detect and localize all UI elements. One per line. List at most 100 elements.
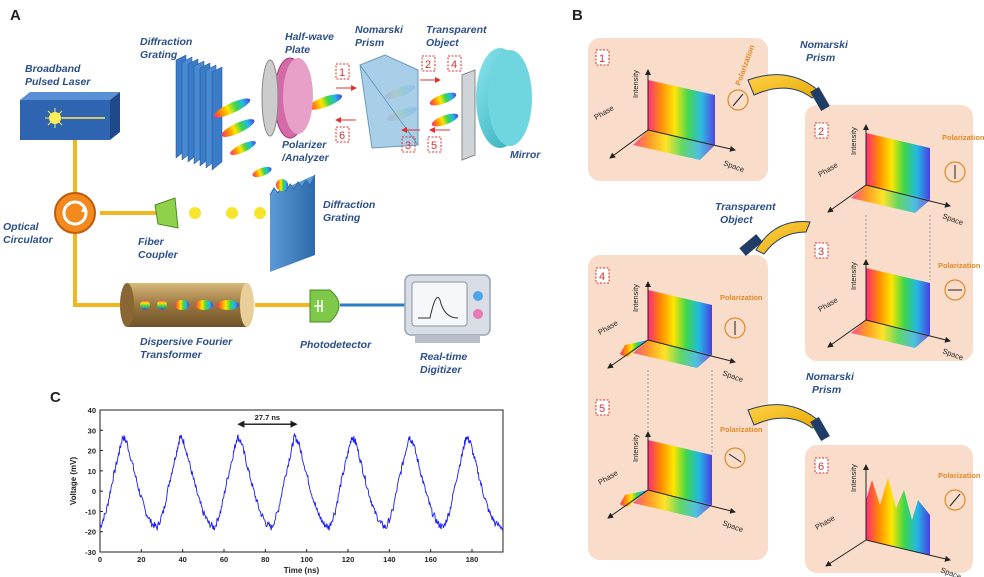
halfwave-label-2: Plate <box>285 44 310 56</box>
svg-text:3: 3 <box>405 140 411 152</box>
x-tick-label: 40 <box>178 555 186 564</box>
fiber-lines <box>73 140 310 307</box>
grating2-label-1: Diffraction <box>323 199 375 211</box>
fiber-coupler <box>154 197 179 229</box>
grating2-label-2: Grating <box>323 212 361 224</box>
coupler-label-2: Coupler <box>138 249 179 261</box>
transparent-object <box>461 69 476 161</box>
b-arrow1-label-1: Nomarski <box>800 39 849 51</box>
b-arrow-nomarski-1 <box>747 74 830 112</box>
x-tick-label: 80 <box>261 555 269 564</box>
svg-text:Intensity: Intensity <box>631 434 640 462</box>
b-arrow3-label-1: Nomarski <box>806 371 855 383</box>
svg-text:Polarization: Polarization <box>720 293 763 302</box>
svg-text:3: 3 <box>818 246 824 258</box>
digitizer-label-1: Real-time <box>420 351 467 363</box>
svg-text:Intensity: Intensity <box>631 70 640 98</box>
b-arrow-transparent <box>739 221 811 256</box>
diffraction-grating-1 <box>175 54 223 171</box>
svg-text:5: 5 <box>431 140 437 152</box>
nomarski-prism <box>359 54 419 149</box>
svg-text:Intensity: Intensity <box>849 127 858 155</box>
b-arrow-nomarski-2 <box>747 404 830 442</box>
svg-text:2: 2 <box>818 126 824 138</box>
x-tick-label: 60 <box>220 555 228 564</box>
dft-label-1: Dispersive Fourier <box>140 336 233 348</box>
svg-text:1: 1 <box>339 67 345 79</box>
polarizer <box>261 59 279 137</box>
y-tick-label: 10 <box>88 467 96 476</box>
transparent-label-1: Transparent <box>426 24 487 36</box>
y-tick-label: -20 <box>85 528 96 537</box>
y-tick-label: 20 <box>88 447 96 456</box>
period-annotation: 27.7 ns <box>255 413 280 422</box>
svg-text:4: 4 <box>599 271 605 283</box>
y-tick-label: -10 <box>85 507 96 516</box>
b-arrow2-label-2: Object <box>720 214 753 226</box>
circulator-label-1: Optical <box>3 221 40 233</box>
digitizer-label-2: Digitizer <box>420 364 462 376</box>
circulator <box>54 192 96 234</box>
halfwave-label-1: Half-wave <box>285 31 334 43</box>
half-wave-plate <box>273 57 313 139</box>
mirror <box>476 48 532 148</box>
x-tick-label: 140 <box>383 555 396 564</box>
svg-text:6: 6 <box>339 130 345 142</box>
b-plot-5: 5 Intensity Phase Space Polarization <box>595 370 763 534</box>
y-axis-label: Voltage (mV) <box>69 457 78 506</box>
nomarski-label-1: Nomarski <box>355 24 404 36</box>
x-tick-label: 120 <box>342 555 355 564</box>
pulse-dots <box>189 207 266 219</box>
b-plot-3: 3 Intensity Phase Space Polarization <box>814 215 981 362</box>
grating1-label-2: Grating <box>140 49 178 61</box>
svg-text:2: 2 <box>425 59 431 71</box>
x-tick-label: 0 <box>98 555 102 564</box>
coupler-label-1: Fiber <box>138 236 165 248</box>
transparent-label-2: Object <box>426 37 459 49</box>
x-axis-label: Time (ns) <box>284 566 320 575</box>
laser-label-2: Pulsed Laser <box>25 76 91 88</box>
voltage-series-line <box>99 432 504 531</box>
y-tick-label: 40 <box>88 406 96 415</box>
dft-label-2: Transformer <box>140 349 203 361</box>
x-tick-label: 20 <box>137 555 145 564</box>
photodetector-label: Photodetector <box>300 339 372 351</box>
circulator-label-2: Circulator <box>3 234 54 246</box>
svg-text:5: 5 <box>599 403 605 415</box>
b-box-23 <box>805 105 973 361</box>
voltage-chart: 0 20 40 60 80 100 120 140 160 180403020100-10-20-… <box>69 406 504 575</box>
svg-text:Polarization: Polarization <box>942 133 984 142</box>
b-plot-4: 4 Intensity Phase Space Polarization <box>595 267 763 384</box>
panel-a-letter: A <box>10 7 21 24</box>
svg-text:Intensity: Intensity <box>631 284 640 312</box>
b-arrow1-label-2: Prism <box>806 52 835 64</box>
x-tick-label: 180 <box>466 555 479 564</box>
b-plot-1: 1 Intensity Phase Space Polarization <box>593 43 757 174</box>
b-plot-2: 2 Intensity Phase Space Polarization <box>814 122 984 227</box>
svg-text:6: 6 <box>818 461 824 473</box>
svg-text:Polarization: Polarization <box>720 425 763 434</box>
b-box-45 <box>588 255 768 560</box>
b-arrow2-label-1: Transparent <box>715 201 776 213</box>
svg-text:Space: Space <box>939 565 962 577</box>
x-tick-label: 160 <box>424 555 437 564</box>
grating1-label-1: Diffraction <box>140 36 192 48</box>
svg-text:4: 4 <box>451 59 457 71</box>
dispersive-fourier-transformer <box>120 283 254 327</box>
digitizer <box>404 274 491 343</box>
y-tick-label: -30 <box>85 548 96 557</box>
mirror-label: Mirror <box>510 149 541 161</box>
svg-text:1: 1 <box>599 53 605 65</box>
plot-frame <box>99 409 504 553</box>
laser-box <box>20 92 120 140</box>
panel-b-letter: B <box>572 7 583 24</box>
y-tick-label: 0 <box>92 487 96 496</box>
polarizer-label-1: Polarizer <box>282 139 327 151</box>
x-tick-label: 100 <box>300 555 313 564</box>
photodetector <box>309 289 340 323</box>
laser-label-1: Broadband <box>25 63 81 75</box>
nomarski-label-2: Prism <box>355 37 384 49</box>
svg-text:Intensity: Intensity <box>849 464 858 492</box>
svg-text:Polarization: Polarization <box>938 471 981 480</box>
